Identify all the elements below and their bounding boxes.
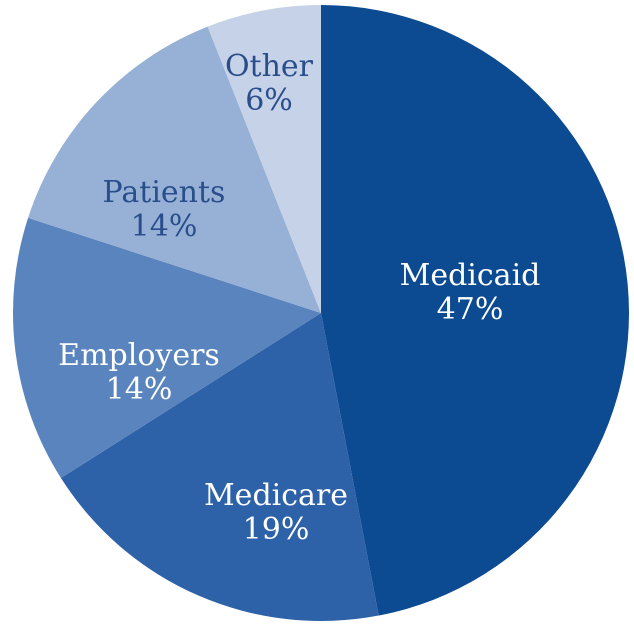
slice-name-medicaid: Medicaid: [400, 258, 541, 293]
slice-value-medicare: 19%: [243, 512, 310, 547]
slice-value-patients: 14%: [131, 209, 198, 244]
slice-label-employers: Employers 14%: [58, 338, 220, 407]
slice-label-medicare: Medicare 19%: [204, 478, 348, 547]
slice-name-patients: Patients: [103, 175, 226, 210]
slice-name-other: Other: [225, 49, 314, 84]
slice-value-employers: 14%: [106, 372, 173, 407]
slice-label-other: Other 6%: [225, 49, 314, 118]
slice-other: [207, 5, 321, 313]
slice-name-medicare: Medicare: [204, 478, 348, 513]
slice-medicare: [60, 313, 379, 621]
slice-medicaid: [321, 5, 630, 616]
slice-label-patients: Patients 14%: [103, 175, 226, 244]
slice-label-medicaid: Medicaid 47%: [400, 258, 541, 327]
slice-employers: [13, 217, 322, 479]
slice-name-employers: Employers: [58, 338, 220, 373]
slice-value-medicaid: 47%: [437, 292, 504, 327]
slice-patients: [28, 26, 322, 313]
slices-layer: [13, 5, 630, 621]
labels-layer: Medicaid 47%Medicare 19%Employers 14%Patien…: [58, 49, 540, 547]
slice-value-other: 6%: [245, 83, 293, 118]
